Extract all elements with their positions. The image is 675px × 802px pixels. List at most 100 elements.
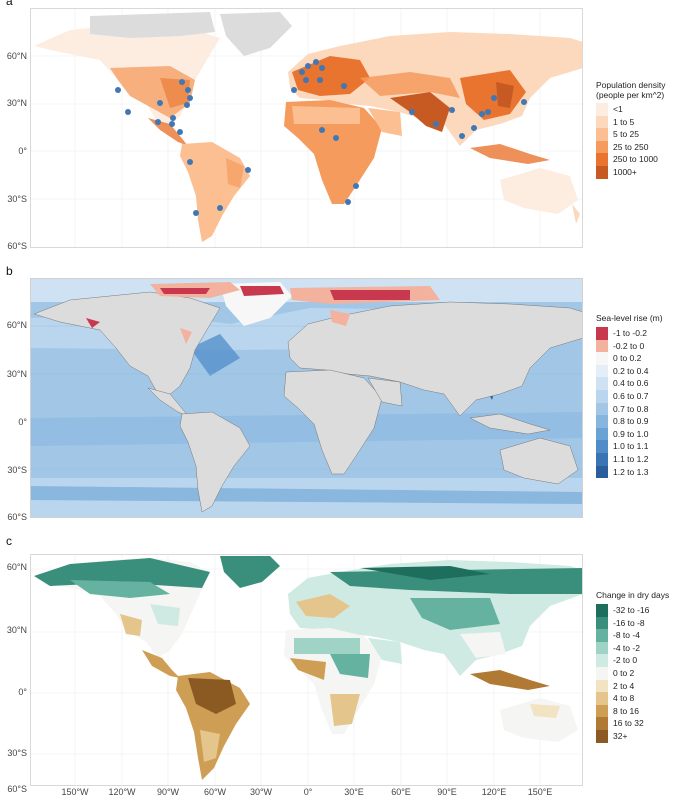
legend-item: 250 to 1000 xyxy=(596,153,665,166)
legend-swatch xyxy=(596,692,608,705)
legend-item: -2 to 0 xyxy=(596,654,669,667)
legend-item: -16 to -8 xyxy=(596,616,669,630)
y-tick-label: 30°S xyxy=(7,465,27,475)
legend-swatch xyxy=(596,153,608,166)
legend-item: 1.1 to 1.2 xyxy=(596,452,663,466)
legend-label: 16 to 32 xyxy=(613,718,644,729)
x-tick-label: 150°W xyxy=(61,787,89,797)
x-tick-label: 120°W xyxy=(108,787,136,797)
panel-letter: b xyxy=(6,264,13,278)
x-tick-label: 90°W xyxy=(156,787,180,797)
legend-label: 1000+ xyxy=(613,166,637,177)
panel-letter: c xyxy=(6,534,12,548)
legend-label: 0.9 to 1.0 xyxy=(613,428,649,439)
dry-days-map xyxy=(30,554,583,786)
legend-label: -2 to 0 xyxy=(613,655,638,666)
y-tick-label: 0° xyxy=(18,417,27,427)
legend-item: <1 xyxy=(596,103,665,116)
dry-days-legend: Change in dry days -32 to -16 -16 to -8 … xyxy=(596,590,669,743)
legend-swatch xyxy=(596,452,608,466)
y-tick-label: 60°N xyxy=(6,562,27,572)
legend-item: 0.6 to 0.7 xyxy=(596,389,663,403)
x-tick-label: 60°W xyxy=(203,787,227,797)
legend-swatch xyxy=(596,402,608,416)
legend-swatch xyxy=(596,616,608,630)
y-tick-label: 60°S xyxy=(7,512,27,522)
legend-label: -0.2 to 0 xyxy=(613,340,645,351)
legend-label: 0.2 to 0.4 xyxy=(613,365,649,376)
legend-item: -8 to -4 xyxy=(596,629,669,642)
legend-item: 0.8 to 0.9 xyxy=(596,415,663,428)
population-legend: Population density (people per km^2) <1 … xyxy=(596,80,665,179)
legend-label: 32+ xyxy=(613,730,628,741)
panel-population: a 60°N 30°N 0° 30°S 60°S xyxy=(0,0,675,262)
legend-label: 5 to 25 xyxy=(613,129,639,140)
legend-label: 0 to 0.2 xyxy=(613,353,642,364)
legend-label: 0.6 to 0.7 xyxy=(613,390,649,401)
y-tick-label: 30°N xyxy=(6,98,27,108)
legend-item: -0.2 to 0 xyxy=(596,339,663,353)
legend-swatch xyxy=(596,103,608,116)
legend-label: -4 to -2 xyxy=(613,642,640,653)
legend-title: Sea-level rise (m) xyxy=(596,313,663,323)
y-tick-label: 0° xyxy=(18,146,27,156)
legend-swatch xyxy=(596,389,608,403)
legend-item: 1.2 to 1.3 xyxy=(596,465,663,479)
legend-label: 2 to 4 xyxy=(613,680,635,691)
legend-label: 25 to 250 xyxy=(613,141,649,152)
legend-swatch xyxy=(596,339,608,353)
x-tick-label: 150°E xyxy=(527,787,553,797)
legend-swatch xyxy=(596,415,608,428)
legend-item: 32+ xyxy=(596,729,669,743)
legend-swatch xyxy=(596,352,608,365)
legend-label: -32 to -16 xyxy=(613,605,650,615)
sea-level-map-svg xyxy=(30,278,583,518)
legend-swatch xyxy=(596,729,608,743)
x-tick-label: 30°W xyxy=(249,787,273,797)
y-tick-label: 60°S xyxy=(7,241,27,251)
panel-sea-level: b 60°N 30°N 0° 30°S 60°S xyxy=(0,264,675,530)
x-tick-label: 90°E xyxy=(437,787,457,797)
legend-label: 1.0 to 1.1 xyxy=(613,441,649,452)
legend-swatch xyxy=(596,629,608,642)
legend-item: 0 to 2 xyxy=(596,666,669,680)
x-tick-label: 60°E xyxy=(391,787,411,797)
legend-swatch xyxy=(596,717,608,730)
legend-item: 0.4 to 0.6 xyxy=(596,377,663,390)
legend-item: 25 to 250 xyxy=(596,140,665,154)
legend-swatch xyxy=(596,440,608,453)
legend-label: 8 to 16 xyxy=(613,705,639,716)
x-tick-label: 120°E xyxy=(481,787,507,797)
legend-item: 5 to 25 xyxy=(596,128,665,141)
legend-item: -4 to -2 xyxy=(596,641,669,655)
legend-swatch xyxy=(596,679,608,693)
legend-item: 4 to 8 xyxy=(596,692,669,705)
legend-label: -8 to -4 xyxy=(613,630,640,641)
legend-swatch xyxy=(596,165,608,179)
y-tick-label: 30°N xyxy=(6,369,27,379)
legend-swatch xyxy=(596,654,608,667)
y-tick-label-bottom: 60°S xyxy=(7,784,27,794)
legend-label: 0.4 to 0.6 xyxy=(613,378,649,389)
legend-item: 16 to 32 xyxy=(596,717,669,730)
legend-item: 1.0 to 1.1 xyxy=(596,440,663,453)
legend-swatch xyxy=(596,327,608,340)
legend-item: 0.2 to 0.4 xyxy=(596,364,663,378)
sea-level-map xyxy=(30,278,583,518)
legend-label: 1.2 to 1.3 xyxy=(613,466,649,477)
panel-letter: a xyxy=(6,0,13,8)
panel-dry-days: c 60°N 30°N 0° 30°S 60°S xyxy=(0,534,675,802)
legend-label: 4 to 8 xyxy=(613,693,635,704)
legend-swatch xyxy=(596,666,608,680)
legend-item: -1 to -0.2 xyxy=(596,327,663,340)
city-marker-icon xyxy=(115,59,527,216)
legend-item: 1000+ xyxy=(596,165,665,179)
legend-item: 1 to 5 xyxy=(596,115,665,129)
legend-label: 0.7 to 0.8 xyxy=(613,403,649,414)
legend-label: -16 to -8 xyxy=(613,617,645,628)
legend-swatch xyxy=(596,427,608,441)
legend-subtitle: (people per km^2) xyxy=(596,90,665,100)
legend-label: 250 to 1000 xyxy=(613,154,658,165)
legend-item: 2 to 4 xyxy=(596,679,669,693)
legend-item: -32 to -16 xyxy=(596,604,669,617)
